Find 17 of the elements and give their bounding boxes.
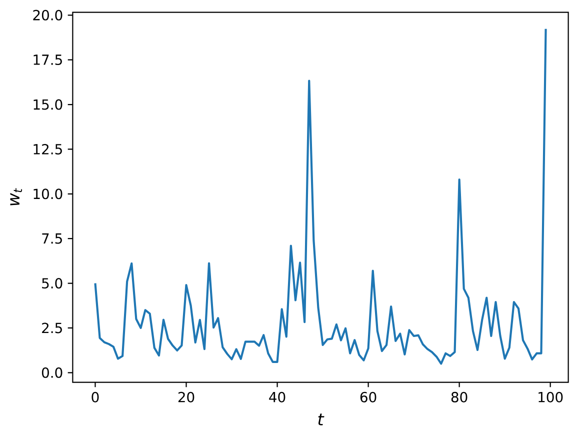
y-tick-label: 2.5 (42, 322, 62, 334)
x-tick-label: 80 (451, 392, 468, 402)
y-tick-label: 12.5 (34, 144, 62, 154)
y-tick-label: 15.0 (34, 99, 62, 110)
x-tick-label: 0 (92, 392, 99, 402)
x-axis-title: t (318, 414, 324, 426)
x-tick-label: 60 (360, 392, 376, 402)
y-tick-label: 7.5 (42, 233, 62, 244)
x-tick-label: 20 (178, 392, 194, 402)
y-tick-label: 5.0 (42, 278, 62, 289)
y-axis-title: w$_{t}$ (10, 188, 22, 206)
y-tick-label: 17.5 (34, 54, 62, 66)
y-tick-label: 20.0 (33, 10, 62, 20)
x-tick-label: 40 (269, 392, 286, 402)
x-tick-label: 100 (538, 392, 563, 402)
y-tick-label: 10.0 (34, 188, 62, 200)
y-tick-label: 0.0 (42, 367, 62, 378)
